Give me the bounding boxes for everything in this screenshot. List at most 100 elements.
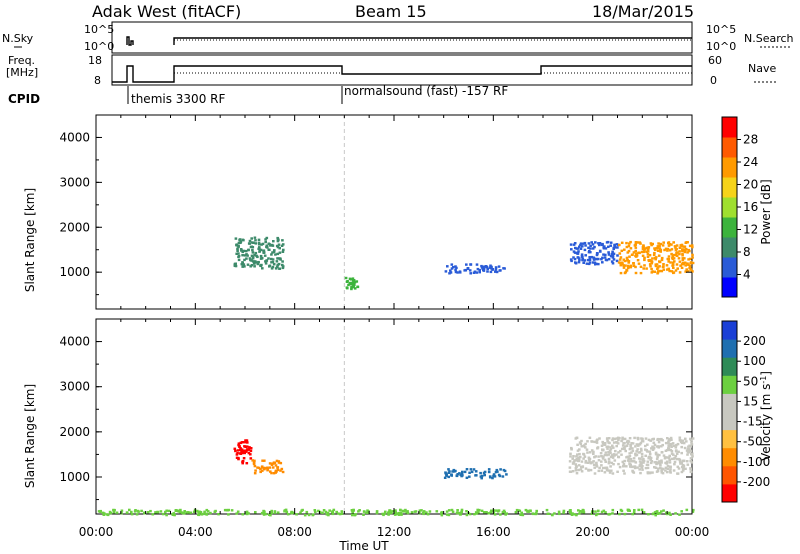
data-cell <box>238 445 241 448</box>
data-cell <box>664 441 668 445</box>
data-cell <box>632 460 636 463</box>
data-cell <box>603 471 607 474</box>
data-cell <box>601 442 605 445</box>
data-cell <box>651 438 654 441</box>
data-cell <box>660 471 664 474</box>
data-cell <box>428 510 432 513</box>
data-cell <box>299 511 302 514</box>
data-cell <box>579 510 582 513</box>
data-cell <box>501 475 505 478</box>
data-cell <box>524 508 528 512</box>
data-cell <box>440 514 444 517</box>
data-cell <box>335 510 338 514</box>
data-cell <box>387 513 390 516</box>
data-cell <box>338 512 342 516</box>
data-cell <box>250 245 254 248</box>
data-cell <box>683 250 687 254</box>
data-cell <box>686 270 690 273</box>
data-cell <box>277 461 281 464</box>
data-cell <box>465 468 469 471</box>
data-cell <box>624 270 628 274</box>
data-cell <box>276 239 280 243</box>
data-cell <box>625 256 629 260</box>
data-cell <box>261 459 264 462</box>
data-cell <box>313 509 317 512</box>
data-cell <box>272 263 276 266</box>
data-cell <box>455 266 458 270</box>
data-cell <box>623 259 627 263</box>
scatter-region <box>251 459 285 475</box>
data-cell <box>646 246 649 249</box>
data-cell <box>257 243 261 246</box>
data-cell <box>680 462 683 465</box>
data-cell <box>580 253 584 256</box>
data-cell <box>237 245 240 249</box>
data-cell <box>454 268 457 272</box>
data-cell <box>197 513 200 516</box>
data-cell <box>624 264 627 267</box>
data-cell <box>575 457 579 461</box>
data-cell <box>646 472 650 475</box>
data-cell <box>669 261 672 264</box>
data-cell <box>238 241 242 244</box>
data-cell <box>502 468 506 472</box>
data-cell <box>187 511 190 514</box>
data-cell <box>647 438 651 442</box>
data-cell <box>680 445 683 449</box>
data-cell <box>550 513 554 516</box>
data-cell <box>685 460 689 463</box>
data-cell <box>472 271 476 274</box>
data-cell <box>604 460 607 463</box>
data-cell <box>619 261 622 265</box>
data-cell <box>671 457 674 461</box>
data-cell <box>275 265 279 268</box>
data-cell <box>183 510 186 513</box>
y-tick-label: 3000 <box>59 380 90 394</box>
data-cell <box>274 253 277 256</box>
freq-left-tick-bottom: 8 <box>94 74 101 87</box>
data-cell <box>638 460 642 463</box>
data-cell <box>674 269 678 272</box>
data-cell <box>246 263 250 266</box>
data-cell <box>612 258 616 261</box>
data-cell <box>233 264 237 267</box>
data-cell <box>689 470 693 474</box>
data-cell <box>618 252 622 255</box>
data-cell <box>654 461 658 464</box>
data-cell <box>257 241 261 244</box>
velocity-data <box>97 319 695 517</box>
data-cell <box>264 240 267 244</box>
data-cell <box>660 461 663 464</box>
data-cell <box>389 511 393 515</box>
data-cell <box>595 465 599 468</box>
data-cell <box>558 512 561 516</box>
data-cell <box>685 449 689 452</box>
data-cell <box>670 243 673 246</box>
data-cell <box>270 243 274 247</box>
data-cell <box>623 445 627 448</box>
data-cell <box>492 509 496 512</box>
data-cell <box>681 257 685 260</box>
data-cell <box>654 451 658 454</box>
data-cell <box>248 239 252 243</box>
data-cell <box>682 459 685 463</box>
data-cell <box>580 439 583 443</box>
data-cell <box>640 437 643 440</box>
data-cell <box>448 470 451 473</box>
data-cell <box>644 444 647 448</box>
colorbar-tick-label: -50 <box>743 435 763 449</box>
freq-panel: Freq. [MHz] 18 8 60 0 Nave <box>6 54 778 87</box>
data-cell <box>260 256 264 260</box>
data-cell <box>629 266 633 269</box>
colorbar-tick-label: 16 <box>743 200 758 214</box>
data-cell <box>602 448 605 451</box>
data-cell <box>239 447 242 450</box>
data-cell <box>203 510 206 513</box>
data-cell <box>615 243 619 246</box>
data-cell <box>465 476 469 479</box>
data-cell <box>680 451 683 455</box>
data-cell <box>475 271 479 274</box>
data-cell <box>658 244 661 248</box>
data-cell <box>346 287 349 290</box>
data-cell <box>641 254 645 257</box>
